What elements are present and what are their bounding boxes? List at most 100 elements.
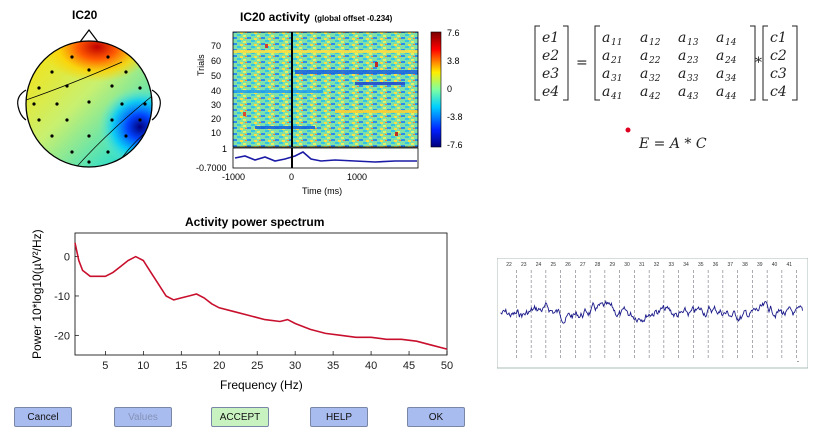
spectrum-title: Activity power spectrum bbox=[185, 215, 325, 229]
eeg-channel-number: 31 bbox=[639, 262, 645, 268]
eeg-channel-number: 26 bbox=[565, 262, 571, 268]
erp-xlabel: Time (ms) bbox=[302, 186, 343, 196]
matrix-a-subscript: 42 bbox=[648, 92, 661, 102]
erp-xtick: 0 bbox=[289, 172, 295, 182]
erp-ytick: 50 bbox=[210, 71, 221, 81]
spectrum-xtick-label: 5 bbox=[102, 360, 108, 372]
colorbar-tick: 7.6 bbox=[447, 28, 460, 38]
eeg-scroll-panel: 22 23 24 25 26 27 28 29 30 31 32 33 34 35 36 37 38 39 40 41… bbox=[497, 258, 808, 369]
erp-ytick: 40 bbox=[210, 86, 221, 96]
spectrum-ylabel: Power 10*log10(µV²/Hz) bbox=[30, 229, 44, 359]
erp-ytick: 70 bbox=[210, 41, 221, 51]
eeg-channel-number: 37 bbox=[727, 262, 733, 268]
electrode-dots bbox=[32, 55, 147, 164]
matrix-c-entry: c3 bbox=[770, 66, 787, 82]
matrix-c-entry: c1 bbox=[770, 30, 787, 46]
matrix-a-subscript: 13 bbox=[687, 38, 699, 48]
cancel-button[interactable]: Cancel bbox=[14, 407, 72, 427]
matrix-c-entry: c2 bbox=[770, 48, 787, 64]
spectrum-xtick-label: 10 bbox=[137, 360, 149, 372]
matrix-e-entry: e1 bbox=[542, 30, 559, 46]
eeg-channel-number: 22 bbox=[506, 262, 512, 268]
matrix-a-subscript: 14 bbox=[725, 38, 737, 48]
matrix-a-entry: a bbox=[602, 84, 610, 100]
spectrum-xtick-label: 20 bbox=[213, 360, 225, 372]
erp-ylabel: Trials bbox=[196, 54, 206, 76]
matrix-a-entry: a bbox=[678, 48, 686, 64]
accept-button[interactable]: ACCEPT bbox=[211, 407, 269, 427]
matrix-a-entry: a bbox=[602, 66, 610, 82]
svg-text:ˇ: ˇ bbox=[797, 362, 799, 368]
matrix-a-subscript: 11 bbox=[611, 38, 622, 48]
matrix-c-entry: c4 bbox=[770, 84, 787, 100]
eeg-channel-number: 40 bbox=[772, 262, 778, 268]
spectrum-xtick-label: 40 bbox=[365, 360, 377, 372]
matrix-a-entry: a bbox=[678, 66, 686, 82]
eeg-channel-number: 30 bbox=[624, 262, 630, 268]
matrix-a-subscript: 21 bbox=[610, 56, 622, 66]
matrix-e-entry: e4 bbox=[542, 84, 559, 100]
matrix-a-subscript: 24 bbox=[724, 56, 737, 66]
spectrum-xtick-label: 35 bbox=[327, 360, 339, 372]
spectrum-xtick-label: 30 bbox=[289, 360, 301, 372]
eeg-channel-number: 38 bbox=[742, 262, 748, 268]
cursor-dot bbox=[625, 127, 631, 133]
erp-image bbox=[233, 32, 418, 147]
spectrum-xtick-label: 50 bbox=[441, 360, 453, 372]
matrix-a-subscript: 12 bbox=[649, 38, 661, 48]
spectrum-chart: 5 10 15 20 25 30 35 40 45 50 0 -10 -20 bbox=[54, 232, 453, 372]
spectrum-xtick-label: 15 bbox=[175, 360, 187, 372]
matrix-a-entry: a bbox=[716, 84, 724, 100]
matrix-a-subscript: 44 bbox=[724, 92, 737, 102]
spectrum-ytick-label: -20 bbox=[54, 330, 70, 342]
erp-ytick: 10 bbox=[210, 128, 221, 138]
colorbar-tick: 0 bbox=[447, 84, 453, 94]
svg-text:·: · bbox=[500, 310, 502, 316]
spectrum-series-line bbox=[74, 242, 448, 350]
erp-offset-label: (global offset -0.234) bbox=[314, 14, 393, 23]
erp-ytick: 60 bbox=[210, 56, 221, 66]
matrix-a-entry: a bbox=[640, 66, 648, 82]
spectrum-ytick-label: 0 bbox=[64, 252, 70, 264]
svg-text:*: * bbox=[755, 55, 762, 71]
erp-colorbar bbox=[430, 31, 442, 148]
erp-trace bbox=[234, 151, 417, 163]
matrix-e-entry: e3 bbox=[542, 66, 559, 82]
values-button[interactable]: Values bbox=[114, 407, 172, 427]
colorbar-tick: 3.8 bbox=[447, 56, 460, 66]
eeg-channel-number: 32 bbox=[654, 262, 660, 268]
matrix-a-entry: a bbox=[678, 84, 686, 100]
matrix-a-subscript: 43 bbox=[686, 92, 699, 102]
matrix-a-subscript: 22 bbox=[648, 56, 661, 66]
matrix-a-entry: a bbox=[716, 30, 724, 46]
matrix-a-subscript: 34 bbox=[725, 74, 737, 84]
eeg-trace bbox=[500, 300, 804, 324]
spectrum-ytick-label: -10 bbox=[54, 291, 70, 303]
colorbar-tick: -3.8 bbox=[447, 112, 463, 122]
ok-button[interactable]: OK bbox=[407, 407, 465, 427]
eeg-channel-number: 36 bbox=[713, 262, 719, 268]
svg-text:=: = bbox=[576, 55, 588, 71]
erp-trace-tick-bottom: -0.7000 bbox=[196, 163, 227, 173]
erp-title-text: IC20 activity bbox=[240, 10, 311, 24]
eeg-channel-number: 28 bbox=[595, 262, 601, 268]
matrix-a-subscript: 31 bbox=[611, 74, 622, 84]
matrix-a-entry: a bbox=[640, 48, 648, 64]
spectrum-xlabel: Frequency (Hz) bbox=[220, 378, 303, 392]
erp-ytick: 30 bbox=[210, 100, 221, 110]
equation-label: E = A * C bbox=[639, 136, 707, 152]
help-button[interactable]: HELP bbox=[310, 407, 368, 427]
erp-trace-tick-top: 1 bbox=[222, 144, 228, 154]
matrix-a-subscript: 23 bbox=[686, 56, 699, 66]
matrix-a-subscript: 32 bbox=[649, 74, 661, 84]
matrix-a-subscript: 33 bbox=[687, 74, 699, 84]
erp-xtick: -1000 bbox=[222, 172, 246, 182]
eeg-channel-number: 41 bbox=[786, 262, 792, 268]
erp-xtick: 1000 bbox=[347, 172, 368, 182]
eeg-channel-number: 23 bbox=[521, 262, 527, 268]
colorbar-tick: -7.6 bbox=[447, 140, 463, 150]
topo-map bbox=[17, 29, 161, 168]
erp-image-panel bbox=[232, 31, 442, 169]
matrix-a-entry: a bbox=[602, 48, 610, 64]
